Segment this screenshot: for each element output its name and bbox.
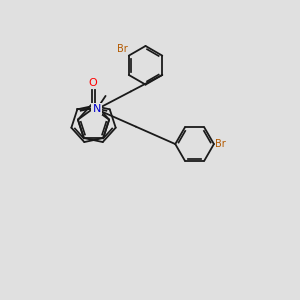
Text: O: O — [88, 78, 97, 88]
Text: Br: Br — [117, 44, 127, 54]
Text: N: N — [92, 104, 101, 114]
Text: Br: Br — [215, 139, 226, 149]
